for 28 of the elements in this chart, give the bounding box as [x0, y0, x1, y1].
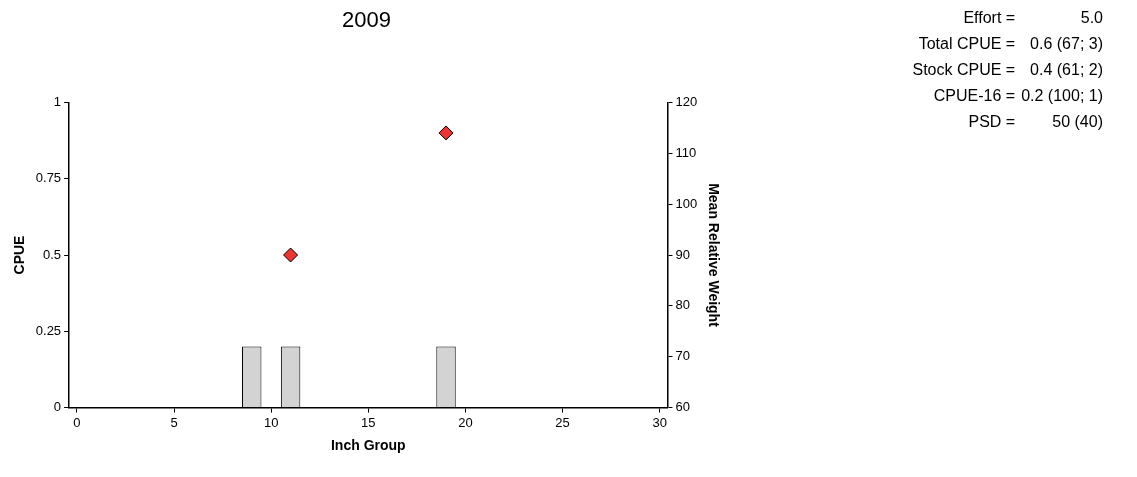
y2-axis-title: Mean Relative Weight	[705, 183, 722, 328]
x-tick-label: 25	[555, 414, 570, 430]
y2-tick-label: 100	[675, 195, 698, 211]
chart-title: 2009	[342, 7, 391, 33]
x-tick-label: 5	[170, 414, 178, 430]
text: PSD = 50 (40)	[968, 113, 1103, 130]
y-tick-label: 0.75	[35, 170, 62, 186]
x-axis-title: Inch Group	[330, 437, 406, 454]
x-tick-label: 0	[73, 414, 81, 430]
y2-tick-label: 110	[675, 144, 697, 160]
y2-tick-label: 60	[675, 399, 690, 415]
y-tick-label: 1	[53, 93, 62, 109]
x-tick-label: 30	[652, 414, 667, 430]
y-tick-label: 0.25	[35, 322, 62, 338]
y-tick-label: 0	[53, 399, 62, 415]
y2-tick-label: 120	[675, 93, 698, 109]
x-tick-label: 10	[263, 414, 279, 430]
y2-tick-label: 90	[675, 246, 690, 262]
y2-tick-label: 80	[675, 297, 690, 313]
text: Stock CPUE = 0.4 (61; 2)	[911, 60, 1103, 80]
y-axis-title: CPUE	[11, 235, 28, 275]
y2-tick-label: 70	[675, 348, 690, 364]
x-tick-label: 15	[361, 414, 376, 430]
y-tick-label: 0.5	[43, 246, 62, 262]
x-tick-label: 20	[458, 414, 473, 430]
text: CPUE-16 = 0.2 (100; 1)	[932, 86, 1103, 106]
text: Effort = 5.0	[963, 9, 1103, 26]
text: Total CPUE = 0.6 (67; 3)	[917, 34, 1103, 54]
